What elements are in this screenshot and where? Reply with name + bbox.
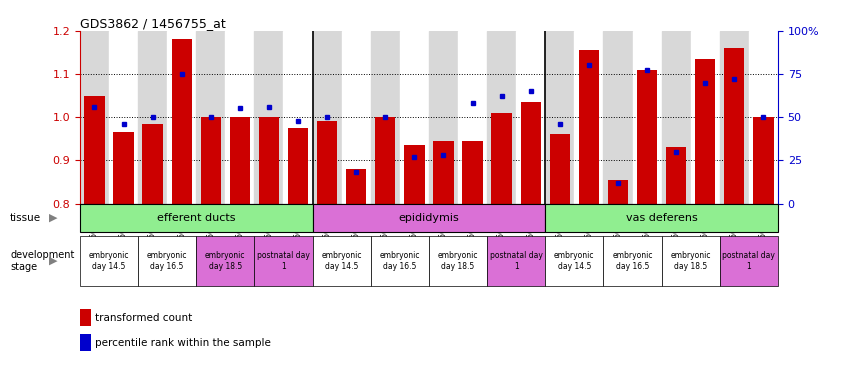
Text: tissue: tissue: [10, 213, 41, 223]
Text: ▶: ▶: [49, 256, 57, 266]
Bar: [545, 236, 603, 286]
Text: embryonic
day 18.5: embryonic day 18.5: [670, 252, 711, 271]
Bar: [80, 31, 109, 204]
Bar: [429, 31, 458, 204]
Text: epididymis: epididymis: [399, 213, 459, 223]
Bar: [724, 48, 744, 204]
Bar: [458, 31, 487, 204]
Text: postnatal day
1: postnatal day 1: [257, 252, 310, 271]
Bar: [109, 31, 138, 204]
Bar: [201, 117, 221, 204]
Text: transformed count: transformed count: [95, 313, 193, 323]
Bar: [603, 31, 632, 204]
Text: embryonic
day 16.5: embryonic day 16.5: [147, 252, 188, 271]
Bar: [196, 236, 254, 286]
Bar: [283, 31, 313, 204]
Bar: [399, 31, 429, 204]
Bar: [491, 113, 512, 204]
Bar: [574, 31, 603, 204]
Text: ▶: ▶: [49, 213, 57, 223]
Bar: [371, 236, 429, 286]
Text: embryonic
day 14.5: embryonic day 14.5: [89, 252, 130, 271]
Bar: [662, 31, 690, 204]
Bar: [487, 31, 516, 204]
Bar: [254, 236, 313, 286]
Text: percentile rank within the sample: percentile rank within the sample: [95, 338, 271, 348]
Text: development
stage: development stage: [10, 250, 75, 272]
Bar: [487, 236, 545, 286]
Text: embryonic
day 14.5: embryonic day 14.5: [321, 252, 362, 271]
Bar: [138, 236, 196, 286]
Text: postnatal day
1: postnatal day 1: [722, 252, 775, 271]
Bar: [637, 70, 657, 204]
Bar: [313, 31, 341, 204]
Bar: [608, 180, 628, 204]
Bar: [313, 204, 545, 232]
Bar: [80, 236, 138, 286]
Text: embryonic
day 18.5: embryonic day 18.5: [438, 252, 479, 271]
Bar: [429, 236, 487, 286]
Bar: [346, 169, 367, 204]
Bar: [720, 236, 778, 286]
Text: embryonic
day 18.5: embryonic day 18.5: [205, 252, 246, 271]
Bar: [720, 31, 748, 204]
Bar: [196, 31, 225, 204]
Bar: [167, 31, 196, 204]
Bar: [666, 147, 686, 204]
Bar: [754, 117, 774, 204]
Bar: [142, 124, 163, 204]
Bar: [632, 31, 662, 204]
Bar: [138, 31, 167, 204]
Bar: [313, 236, 371, 286]
Bar: [405, 145, 425, 204]
Bar: [114, 132, 134, 204]
Bar: [662, 236, 720, 286]
Bar: [317, 121, 337, 204]
Bar: [748, 31, 778, 204]
Bar: [172, 40, 192, 204]
Bar: [550, 134, 570, 204]
Bar: [433, 141, 453, 204]
Bar: [690, 31, 720, 204]
Text: embryonic
day 14.5: embryonic day 14.5: [554, 252, 595, 271]
Text: embryonic
day 16.5: embryonic day 16.5: [612, 252, 653, 271]
Bar: [288, 128, 308, 204]
Text: GDS3862 / 1456755_at: GDS3862 / 1456755_at: [80, 17, 225, 30]
Bar: [84, 96, 104, 204]
Text: postnatal day
1: postnatal day 1: [489, 252, 542, 271]
Bar: [521, 102, 541, 204]
Bar: [695, 59, 716, 204]
Bar: [341, 31, 371, 204]
Bar: [80, 204, 313, 232]
Bar: [225, 31, 254, 204]
Bar: [254, 31, 283, 204]
Bar: [516, 31, 545, 204]
Bar: [603, 236, 662, 286]
Text: vas deferens: vas deferens: [626, 213, 697, 223]
Bar: [371, 31, 399, 204]
Bar: [259, 117, 279, 204]
Bar: [545, 31, 574, 204]
Bar: [545, 204, 778, 232]
Bar: [375, 117, 395, 204]
Bar: [230, 117, 250, 204]
Bar: [463, 141, 483, 204]
Text: embryonic
day 16.5: embryonic day 16.5: [379, 252, 420, 271]
Text: efferent ducts: efferent ducts: [157, 213, 235, 223]
Bar: [579, 50, 599, 204]
